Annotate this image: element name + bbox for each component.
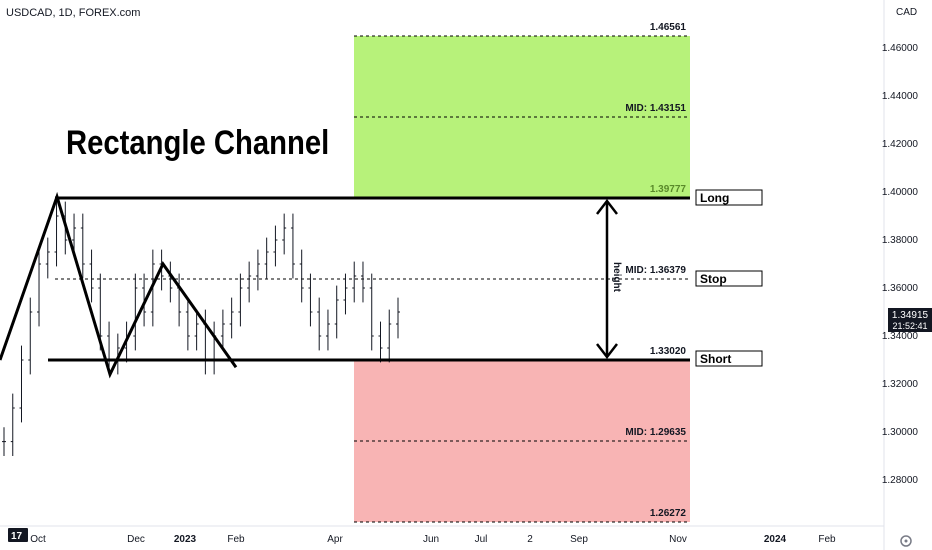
short-tag[interactable]: Short <box>695 350 763 367</box>
target-bottom-label: 1.26272 <box>650 508 687 519</box>
long-tag[interactable]: Long <box>695 189 763 206</box>
x-tick-label: Nov <box>669 534 687 545</box>
x-tick-label: Apr <box>327 534 343 545</box>
y-tick-label: 1.34000 <box>882 331 919 342</box>
y-tick-label: 1.30000 <box>882 427 919 438</box>
y-tick-label: 1.28000 <box>882 475 919 486</box>
x-tick-label: 2024 <box>764 534 787 545</box>
current-price-value: 1.34915 <box>892 310 929 321</box>
y-tick-label: 1.32000 <box>882 379 919 390</box>
x-tick-label: Dec <box>127 534 145 545</box>
symbol-header[interactable]: USDCAD, 1D, FOREX.com <box>6 7 141 19</box>
x-tick-label: 2 <box>527 534 533 545</box>
annotation-title[interactable]: Rectangle Channel <box>66 124 330 162</box>
y-tick-label: 1.44000 <box>882 91 919 102</box>
current-price-badge: 1.34915 21:52:41 <box>888 308 932 332</box>
currency-label: CAD <box>896 7 918 18</box>
height-arrow[interactable] <box>596 198 618 360</box>
x-tick-label: Jul <box>475 534 488 545</box>
y-tick-label: 1.36000 <box>882 283 919 294</box>
tradingview-logo: 17 <box>8 528 28 542</box>
x-tick-label: Oct <box>30 534 46 545</box>
x-tick-label: Sep <box>570 534 588 545</box>
stop-tag-text: Stop <box>700 272 727 286</box>
short-mid-label: MID: 1.29635 <box>625 427 686 438</box>
price-axis[interactable]: 1.46000 1.44000 1.42000 1.40000 1.38000 1.360… <box>882 43 919 486</box>
short-entry-label: 1.33020 <box>650 346 687 357</box>
y-tick-label: 1.42000 <box>882 139 919 150</box>
y-tick-label: 1.40000 <box>882 187 919 198</box>
svg-text:17: 17 <box>11 531 23 542</box>
y-tick-label: 1.38000 <box>882 235 919 246</box>
rectangle-pattern-zigzag[interactable] <box>0 191 238 379</box>
x-tick-label: 2023 <box>174 534 197 545</box>
target-top-label: 1.46561 <box>650 22 687 33</box>
long-mid-label: MID: 1.43151 <box>625 103 686 114</box>
short-tag-text: Short <box>700 352 731 366</box>
time-axis[interactable]: Oct Dec 2023 Feb Apr Jun Jul 2 Sep Nov 2024 Feb <box>30 534 836 545</box>
price-bars <box>2 201 400 456</box>
current-price-countdown: 21:52:41 <box>892 321 927 331</box>
x-tick-label: Feb <box>227 534 245 545</box>
long-tag-text: Long <box>700 191 729 205</box>
height-label: height <box>611 262 622 293</box>
stop-mid-label: MID: 1.36379 <box>625 265 686 276</box>
settings-gear-icon[interactable] <box>900 535 912 547</box>
x-tick-label: Feb <box>818 534 836 545</box>
stop-tag[interactable]: Stop <box>695 270 763 287</box>
y-tick-label: 1.46000 <box>882 43 919 54</box>
x-tick-label: Jun <box>423 534 439 545</box>
long-entry-label: 1.39777 <box>650 184 687 195</box>
